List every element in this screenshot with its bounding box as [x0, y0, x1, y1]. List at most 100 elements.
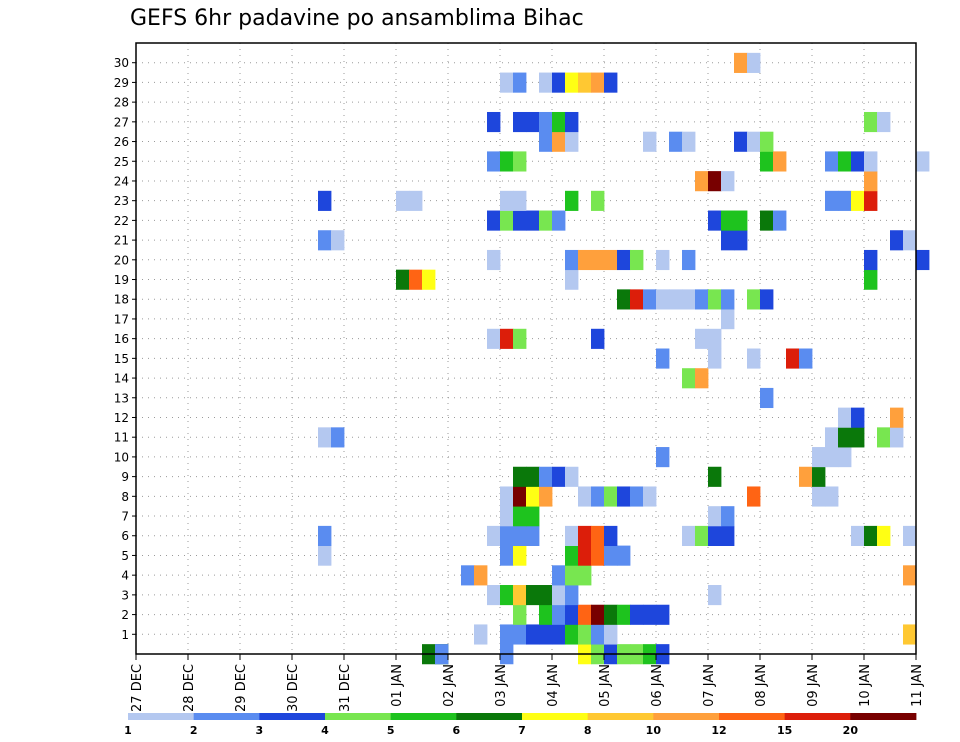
- heatmap-cell: [591, 525, 605, 546]
- heatmap-cell: [552, 585, 566, 606]
- heatmap-cell: [565, 111, 579, 133]
- legend-swatch: [784, 713, 851, 720]
- heatmap-cell: [669, 131, 683, 152]
- heatmap-cell: [513, 585, 527, 606]
- heatmap-cell: [604, 624, 618, 645]
- y-tick-label: 5: [121, 549, 129, 563]
- y-tick-label: 15: [114, 352, 129, 366]
- y-tick-label: 1: [121, 628, 129, 642]
- heatmap-cell: [578, 525, 592, 546]
- heatmap-cell: [825, 151, 839, 172]
- heatmap-cell: [864, 151, 878, 172]
- heatmap-cell: [604, 249, 618, 271]
- heatmap-cell: [721, 525, 735, 546]
- legend-label: 15: [777, 724, 792, 737]
- heatmap-cell: [682, 525, 696, 546]
- heatmap-cell: [513, 545, 527, 566]
- heatmap-cell: [747, 131, 761, 152]
- heatmap-cell: [578, 604, 592, 625]
- y-tick-label: 14: [114, 372, 129, 386]
- heatmap-cell: [669, 289, 683, 310]
- heatmap-cell: [708, 585, 722, 606]
- heatmap-cell: [331, 427, 345, 448]
- heatmap-cell: [851, 151, 865, 172]
- heatmap-cell: [591, 604, 605, 625]
- heatmap-cell: [760, 387, 774, 409]
- heatmap-cell: [591, 486, 605, 507]
- legend-swatch: [719, 713, 786, 720]
- heatmap-cell: [903, 230, 917, 251]
- heatmap-cell: [513, 190, 527, 211]
- y-tick-label: 29: [114, 76, 129, 90]
- y-tick-label: 9: [121, 470, 129, 484]
- heatmap-cell: [812, 447, 826, 468]
- heatmap-cell: [565, 72, 579, 93]
- heatmap-cell: [708, 328, 722, 349]
- heatmap-cell: [708, 348, 722, 369]
- heatmap-cell: [903, 525, 917, 546]
- heatmap-cell: [682, 368, 696, 389]
- heatmap-cell: [734, 52, 748, 73]
- heatmap-cell: [578, 486, 592, 507]
- heatmap-cell: [526, 506, 540, 527]
- heatmap-cell: [526, 486, 540, 507]
- heatmap-cell: [526, 111, 540, 133]
- heatmap-cell: [591, 328, 605, 349]
- heatmap-cell: [552, 72, 566, 93]
- heatmap-cell: [916, 151, 930, 172]
- heatmap-cell: [513, 210, 527, 231]
- legend-swatch: [259, 713, 326, 720]
- heatmap-cell: [552, 604, 566, 625]
- y-tick-label: 8: [121, 490, 129, 504]
- chart-title: GEFS 6hr padavine po ansamblima Bihac: [130, 6, 584, 31]
- heatmap-cell: [916, 249, 930, 271]
- legend-label: 5: [387, 724, 395, 737]
- heatmap-cell: [734, 131, 748, 152]
- heatmap-cell: [565, 466, 579, 487]
- x-tick-label: 31 DEC: [338, 664, 353, 712]
- heatmap-cell: [500, 72, 514, 93]
- legend-swatch: [653, 713, 720, 720]
- heatmap-cell: [487, 525, 501, 546]
- heatmap-cell: [539, 111, 553, 133]
- legend-label: 1: [124, 724, 132, 737]
- heatmap-cell: [682, 131, 696, 152]
- heatmap-cell: [851, 525, 865, 546]
- heatmap-cell: [630, 604, 644, 625]
- x-tick-label: 02 JAN: [442, 664, 457, 707]
- plot-frame: [135, 42, 917, 655]
- heatmap-cell: [331, 230, 345, 251]
- heatmap-cell: [656, 447, 670, 468]
- y-tick-label: 11: [114, 431, 129, 445]
- heatmap-cell: [513, 604, 527, 625]
- heatmap-cell: [864, 171, 878, 192]
- x-tick-label: 30 DEC: [286, 664, 301, 712]
- legend-label: 2: [190, 724, 198, 737]
- legend-swatch: [193, 713, 260, 720]
- heatmap-cell: [734, 230, 748, 251]
- heatmap-cell: [825, 427, 839, 448]
- x-tick-label: 06 JAN: [650, 664, 665, 707]
- heatmap-cell: [890, 407, 904, 428]
- heatmap-cell: [539, 466, 553, 487]
- heatmap-cell: [500, 328, 514, 349]
- heatmap-cell: [656, 289, 670, 310]
- heatmap-cell: [812, 466, 826, 487]
- heatmap-cell: [695, 328, 709, 349]
- legend-swatch: [128, 713, 195, 720]
- heatmap-cell: [864, 249, 878, 271]
- heatmap-cell: [487, 585, 501, 606]
- heatmap-cell: [513, 72, 527, 93]
- heatmap-cell: [565, 604, 579, 625]
- heatmap-cell: [591, 190, 605, 211]
- heatmap-cell: [643, 289, 657, 310]
- y-tick-label: 26: [114, 135, 129, 149]
- heatmap-cell: [825, 486, 839, 507]
- heatmap-cell: [526, 210, 540, 231]
- heatmap-cell: [864, 111, 878, 133]
- heatmap-cell: [747, 52, 761, 73]
- heatmap-cell: [526, 525, 540, 546]
- heatmap-cell: [487, 210, 501, 231]
- legend-label: 12: [711, 724, 726, 737]
- heatmap-cell: [877, 111, 891, 133]
